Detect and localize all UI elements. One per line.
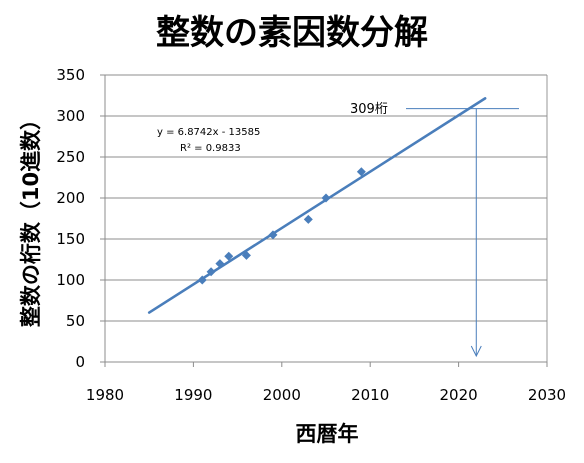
data-point: [303, 214, 313, 224]
data-point: [321, 193, 331, 203]
y-tick-label-300: 300: [56, 107, 85, 125]
y-tick-label-100: 100: [56, 271, 85, 289]
gridlines: [105, 74, 547, 322]
x-tick-label-2000: 2000: [263, 386, 301, 404]
x-tick-label-2030: 2030: [528, 386, 566, 404]
data-point: [215, 259, 225, 269]
data-point: [241, 250, 251, 260]
trendline-equation: y = 6.8742x - 13585: [157, 127, 260, 138]
x-tick-labels: 1980 1990 2000 2010 2020 2030: [86, 386, 566, 404]
y-axis-title: 整数の桁数（10進数）: [19, 109, 43, 327]
y-tick-labels: 0 50 100 150 200 250 300 350: [56, 66, 85, 371]
annotation-label: 309桁: [350, 102, 388, 117]
y-tick-label-200: 200: [56, 189, 85, 207]
annotation-group: [406, 108, 519, 358]
x-tick-label-1990: 1990: [174, 386, 212, 404]
axes: [100, 74, 548, 367]
data-point: [268, 230, 278, 240]
x-tick-label-2010: 2010: [351, 386, 389, 404]
chart-title: 整数の素因数分解: [156, 13, 428, 53]
y-tick-label-150: 150: [56, 230, 85, 248]
y-tick-label-0: 0: [75, 353, 85, 371]
trendline-group: [147, 97, 487, 314]
x-tick-label-2020: 2020: [440, 386, 478, 404]
y-tick-label-50: 50: [66, 312, 85, 330]
data-point: [206, 267, 216, 277]
annotation-arrow-head: [470, 345, 482, 358]
y-tick-label-250: 250: [56, 148, 85, 166]
data-point: [197, 275, 207, 285]
x-axis-title: 西暦年: [296, 422, 359, 446]
x-tick-label-1980: 1980: [86, 386, 124, 404]
data-points: [197, 167, 366, 285]
trendline-r-squared: R² = 0.9833: [180, 143, 241, 154]
trendline: [147, 97, 487, 314]
y-tick-label-350: 350: [56, 66, 85, 84]
data-point: [224, 251, 234, 261]
data-point: [356, 167, 366, 177]
